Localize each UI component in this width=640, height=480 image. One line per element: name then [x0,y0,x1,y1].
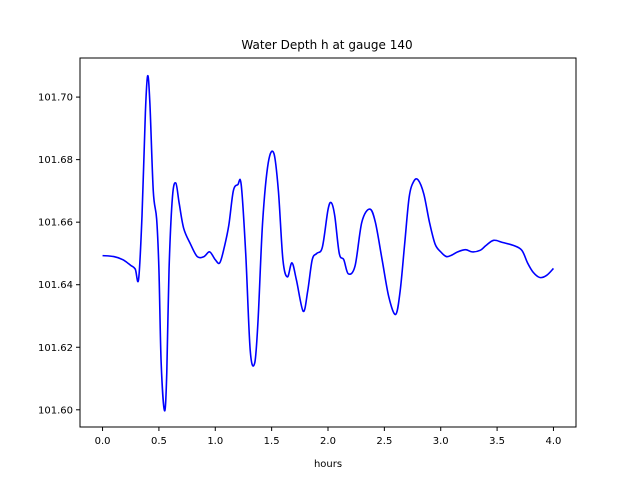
x-tick-label: 3.5 [489,436,505,447]
y-tick-label: 101.60 [38,405,73,416]
y-tick-label: 101.62 [38,343,73,354]
x-axis: 0.0 0.5 1.0 1.5 2.0 2.5 3.0 3.5 4.0 [95,427,562,447]
y-axis: 101.60 101.62 101.64 101.66 101.68 101.70 [38,93,80,416]
x-tick-label: 0.5 [151,436,167,447]
x-tick-label: 4.0 [546,436,562,447]
x-tick-label: 2.0 [320,436,336,447]
series-line [102,74,555,412]
chart-title: Water Depth h at gauge 140 [241,38,412,52]
y-tick-label: 101.68 [38,155,73,166]
x-axis-label: hours [314,459,342,470]
x-tick-label: 2.5 [376,436,392,447]
x-tick-label: 3.0 [433,436,449,447]
x-tick-label: 0.0 [95,436,111,447]
plot-area [102,74,555,412]
y-tick-label: 101.64 [38,280,73,291]
y-tick-label: 101.66 [38,218,73,229]
y-tick-label: 101.70 [38,93,73,104]
x-tick-label: 1.5 [264,436,280,447]
x-tick-label: 1.0 [207,436,223,447]
